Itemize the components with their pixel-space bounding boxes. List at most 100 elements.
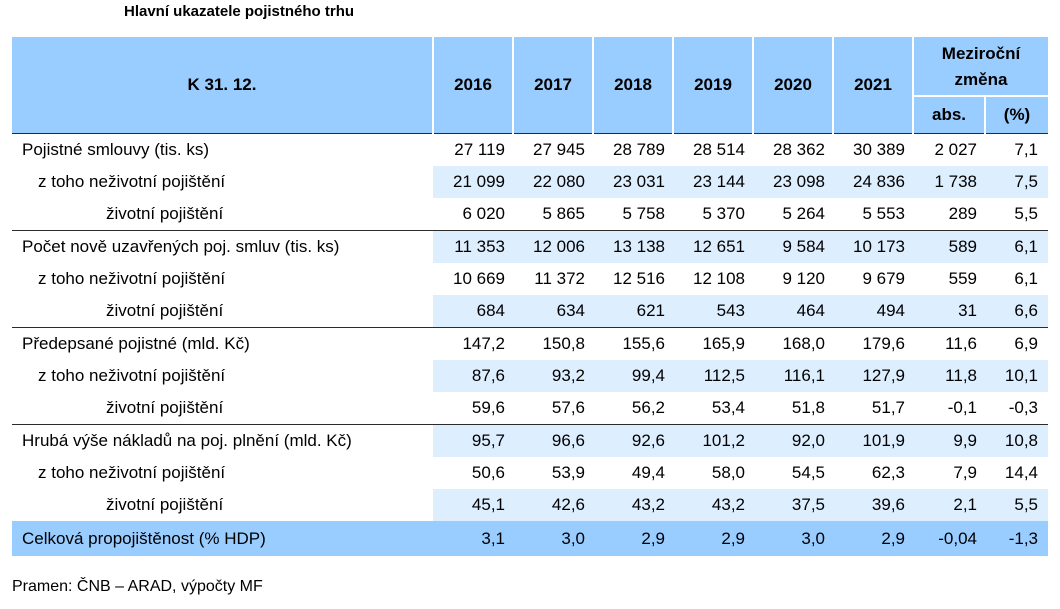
cell-value: 23 098 — [753, 166, 833, 198]
cell-value: 116,1 — [753, 360, 833, 392]
cell-abs-change: 289 — [948, 204, 977, 223]
cell-value: 96,6 — [513, 424, 593, 457]
cell-pct-change: 10,1 — [985, 360, 1049, 392]
cell-value: 87,6 — [433, 360, 513, 392]
header-year: 2016 — [432, 37, 513, 134]
cell-value: 101,2 — [673, 424, 753, 457]
cell-value: 3,0 — [753, 521, 833, 556]
table-row: z toho neživotní pojištění 87,6 93,2 99,4 11… — [12, 360, 1049, 392]
cell-value: 12 516 — [613, 269, 665, 288]
cell-value: 37,5 — [753, 489, 833, 521]
cell-value: 168,0 — [753, 327, 833, 360]
cell-value: 147,2 — [433, 327, 513, 360]
cell-value: 112,5 — [673, 360, 753, 392]
cell-value: 11 372 — [534, 269, 585, 288]
cell-value: 23 144 — [673, 166, 753, 198]
cell-value: 5 758 — [622, 204, 665, 223]
cell-value: 53,9 — [551, 463, 585, 482]
table-title: Hlavní ukazatele pojistného trhu — [124, 3, 355, 20]
source-note: Pramen: ČNB – ARAD, výpočty MF — [12, 578, 263, 595]
cell-value: 62,3 — [871, 463, 905, 482]
cell-abs-change: 31 — [913, 295, 985, 328]
cell-value: 5 553 — [862, 204, 905, 223]
cell-pct-change: -1,3 — [985, 521, 1049, 556]
row-label: Hrubá výše nákladů na poj. plnění (mld. … — [12, 424, 433, 457]
cell-value: 11 353 — [433, 230, 513, 263]
cell-value: 58,0 — [711, 463, 745, 482]
table-row: z toho neživotní pojištění 10 669 11 372 12… — [12, 263, 1048, 295]
cell-value: 51,7 — [871, 398, 905, 417]
cell-value: 21 099 — [433, 166, 513, 198]
row-label: Celková propojištěnost (% HDP) — [12, 521, 433, 556]
cell-value: 27 945 — [513, 133, 593, 166]
cell-pct-change: 6,1 — [985, 230, 1049, 263]
cell-value: 3,0 — [513, 521, 593, 556]
cell-pct-change: 14,4 — [1004, 463, 1039, 482]
cell-value: 45,1 — [433, 489, 513, 521]
cell-abs-change: 9,9 — [913, 424, 985, 457]
cell-pct-change: 5,5 — [1014, 204, 1039, 223]
cell-abs-change: -0,04 — [913, 521, 985, 556]
cell-value: 9 120 — [782, 269, 825, 288]
table-row: Předepsané pojistné (mld. Kč) 147,2 150,8 1… — [12, 327, 1049, 360]
cell-value: 165,9 — [673, 327, 753, 360]
row-label: životní pojištění — [106, 398, 224, 417]
cell-value: 6 020 — [462, 204, 505, 223]
row-label: životní pojištění — [106, 301, 224, 320]
cell-value: 95,7 — [433, 424, 513, 457]
cell-pct-change: 6,6 — [985, 295, 1049, 328]
cell-value: 30 389 — [833, 133, 913, 166]
cell-value: 621 — [593, 295, 673, 328]
cell-value: 2,9 — [593, 521, 673, 556]
cell-abs-change: 2,1 — [913, 489, 985, 521]
total-row: Celková propojištěnost (% HDP) 3,1 3,0 2,9 2… — [12, 521, 1049, 556]
cell-value: 42,6 — [513, 489, 593, 521]
table-row: životní pojištění 59,6 57,6 56,2 53,4 51,8 51,… — [12, 392, 1048, 425]
cell-abs-change: 1 738 — [913, 166, 985, 198]
cell-abs-change: 11,6 — [913, 327, 985, 360]
cell-value: 179,6 — [833, 327, 913, 360]
table-row: životní pojištění 684 634 621 543 464 494 31 6,6 — [12, 295, 1049, 328]
cell-pct-change: 6,1 — [1014, 269, 1039, 288]
table-row: Počet nově uzavřených poj. smluv (tis. k… — [12, 230, 1049, 263]
cell-value: 22 080 — [513, 166, 593, 198]
cell-value: 10 669 — [453, 269, 505, 288]
cell-value: 49,4 — [631, 463, 665, 482]
cell-value: 43,2 — [593, 489, 673, 521]
cell-value: 50,6 — [471, 463, 505, 482]
cell-abs-change: 559 — [948, 269, 977, 288]
row-label: z toho neživotní pojištění — [38, 269, 226, 288]
header-year: 2020 — [752, 37, 833, 134]
header-year: 2021 — [832, 37, 913, 134]
cell-pct-change: 7,1 — [985, 133, 1049, 166]
row-label: z toho neživotní pojištění — [38, 463, 226, 482]
cell-value: 494 — [833, 295, 913, 328]
cell-pct-change: 7,5 — [985, 166, 1049, 198]
cell-abs-change: 589 — [913, 230, 985, 263]
cell-value: 56,2 — [631, 398, 665, 417]
cell-value: 684 — [433, 295, 513, 328]
cell-abs-change: 7,9 — [953, 463, 977, 482]
cell-value: 43,2 — [673, 489, 753, 521]
cell-value: 9 584 — [753, 230, 833, 263]
table-row: Hrubá výše nákladů na poj. plnění (mld. … — [12, 424, 1049, 457]
header-year: 2019 — [672, 37, 753, 134]
cell-value: 28 362 — [753, 133, 833, 166]
cell-value: 543 — [673, 295, 753, 328]
cell-pct-change: 6,9 — [985, 327, 1049, 360]
cell-value: 28 789 — [593, 133, 673, 166]
cell-abs-change: -0,1 — [947, 398, 977, 417]
header-year: 2018 — [592, 37, 673, 134]
row-label: životní pojištění — [106, 204, 224, 223]
row-label: z toho neživotní pojištění — [38, 366, 226, 385]
cell-value: 5 865 — [542, 204, 585, 223]
cell-value: 150,8 — [513, 327, 593, 360]
cell-value: 23 031 — [593, 166, 673, 198]
table-row: životní pojištění 6 020 5 865 5 758 5 370 5 2… — [12, 198, 1048, 231]
cell-pct-change: -0,3 — [1008, 398, 1039, 417]
cell-value: 12 651 — [673, 230, 753, 263]
cell-pct-change: 5,5 — [985, 489, 1049, 521]
row-label: Počet nově uzavřených poj. smluv (tis. k… — [12, 230, 433, 263]
cell-value: 101,9 — [833, 424, 913, 457]
cell-value: 127,9 — [833, 360, 913, 392]
